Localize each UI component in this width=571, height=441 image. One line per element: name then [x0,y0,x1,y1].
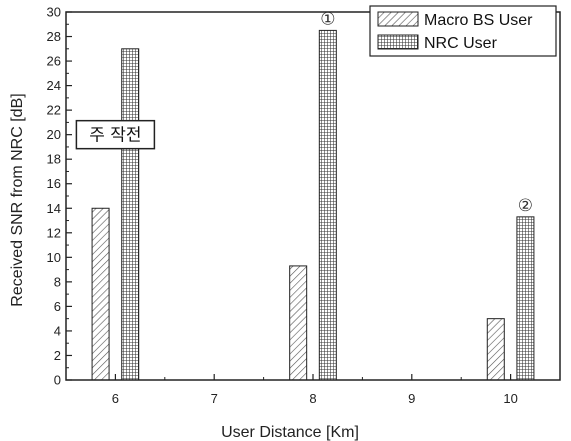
y-tick-label: 2 [54,348,61,363]
x-tick-label: 6 [112,391,119,406]
y-axis-title: Received SNR from NRC [dB] [9,93,26,306]
bar-nrc-6 [121,48,140,381]
bar-macro-6 [91,207,110,381]
legend: Macro BS User NRC User [369,5,557,57]
legend-swatch-nrc [377,34,419,50]
y-tick-label: 28 [47,29,61,44]
legend-label-macro: Macro BS User [424,12,533,29]
plot-frame [65,11,561,381]
x-axis-title: User Distance [Km] [221,424,359,441]
y-tick-label: 14 [47,201,61,216]
bars-layer [91,29,535,381]
y-tick-label: 24 [47,78,61,93]
y-tick-label: 22 [47,103,61,118]
x-axis: 6 7 8 9 10 [65,374,561,406]
note-box-frame [75,119,156,150]
y-tick-label: 26 [47,54,61,69]
bar-macro-10 [486,318,505,381]
legend-label-nrc: NRC User [424,35,498,52]
annotation-marker-2: ② [518,196,533,216]
y-tick-label: 16 [47,176,61,191]
y-tick-label: 30 [47,5,61,20]
bar-macro-8 [289,265,308,381]
x-tick-label: 10 [503,391,517,406]
legend-swatch-macro [377,11,419,27]
bar-nrc-8 [318,29,337,381]
bar-nrc-10 [516,216,535,381]
y-tick-label: 8 [54,274,61,289]
y-tick-label: 20 [47,127,61,142]
x-tick-label: 9 [408,391,415,406]
annotations-layer: ①② [320,9,533,215]
note-box: 주 작전 [75,119,156,150]
x-tick-label: 7 [211,391,218,406]
y-tick-label: 0 [54,373,61,388]
y-tick-label: 18 [47,152,61,167]
note-box-text: 주 작전 [89,126,141,146]
y-tick-label: 10 [47,250,61,265]
annotation-marker-1: ① [320,9,335,29]
y-tick-label: 6 [54,299,61,314]
y-tick-label: 12 [47,225,61,240]
y-tick-label: 4 [54,323,61,338]
x-tick-label: 8 [309,391,316,406]
